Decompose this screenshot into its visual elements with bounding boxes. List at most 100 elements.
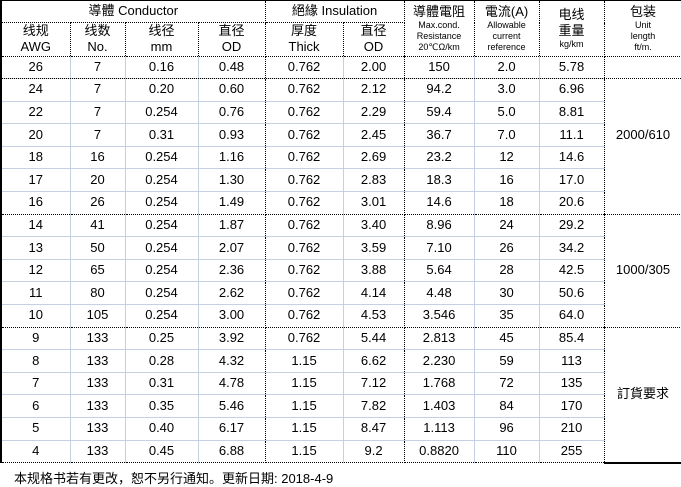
cell-awg: 22 [1,101,71,125]
table-row: 16 26 0.254 1.49 0.762 3.01 14.6 18 20.6 [1,191,681,215]
current-header-en3: reference [487,41,526,52]
cell-current: 7.0 [474,123,540,147]
cell-awg: 4 [1,440,71,464]
cell-weight: 6.96 [539,78,605,102]
package-column-header: 包装 Unit length ft/m. [604,0,681,57]
cell-insulation-od: 3.40 [343,214,405,238]
cell-strands: 20 [70,168,126,193]
cell-resistance: 2.230 [404,349,475,373]
cell-insulation-od: 3.01 [343,191,405,215]
conductor-od-header-zh: 直径 [218,23,245,38]
cell-wire-diameter: 0.254 [125,304,199,328]
cell-conductor-od: 1.49 [198,191,266,215]
cell-current: 30 [474,281,540,306]
cell-weight: 50.6 [539,281,605,306]
cell-weight: 14.6 [539,146,605,170]
current-header-en1: Allowable [487,20,526,31]
cell-conductor-od: 5.46 [198,394,266,418]
table-row: 11 80 0.254 2.62 0.762 4.14 4.48 30 50.6 [1,281,681,306]
cell-awg: 24 [1,78,71,102]
cell-current: 28 [474,259,540,283]
table-row: 9 133 0.25 3.92 0.762 5.44 2.813 45 85.4 訂貨要求 [1,327,681,464]
table-row: 24 7 0.20 0.60 0.762 2.12 94.2 3.0 6.96 [1,78,681,102]
cell-strands: 105 [70,304,126,328]
cell-wire-diameter: 0.254 [125,236,199,260]
cell-wire-diameter: 0.40 [125,417,199,441]
cell-strands: 133 [70,417,126,441]
cell-conductor-od: 1.87 [198,214,266,238]
table-row: 17 20 0.254 1.30 0.762 2.83 18.3 16 17.0 [1,168,681,193]
cell-thickness: 0.762 [265,168,344,193]
cell-wire-diameter: 0.254 [125,101,199,125]
cell-thickness: 1.15 [265,394,344,418]
cell-weight: 20.6 [539,191,605,215]
cell-current: 18 [474,191,540,215]
cell-resistance: 1.403 [404,394,475,418]
strands-header-zh: 线数 [84,23,111,38]
cell-resistance: 0.8820 [404,440,475,464]
cell-weight: 113 [539,349,605,373]
cell-strands: 7 [70,56,126,80]
cell-wire-diameter: 0.16 [125,56,199,80]
table-row: 5 133 0.40 6.17 1.15 8.47 1.113 96 210 [1,417,681,441]
header-row-columns: 线规 AWG 线数 No. 线径 mm 直径 OD 厚度 Thick [1,22,681,57]
cell-conductor-od: 0.93 [198,123,266,147]
cell-wire-diameter: 0.28 [125,349,199,373]
strands-column-header: 线数 No. [70,22,126,57]
group-package-label: 2000/610 [604,56,681,215]
cell-thickness: 0.762 [265,191,344,215]
cell-current: 35 [474,304,540,328]
cell-current: 24 [474,214,540,238]
cell-strands: 26 [70,191,126,215]
table-row: 4 133 0.45 6.88 1.15 9.2 0.8820 110 255 [1,440,681,464]
cell-insulation-od: 2.83 [343,168,405,193]
table-body: 26 7 0.16 0.48 0.762 2.00 150 2.0 5.78 2000/610 24… [1,56,681,464]
cell-strands: 133 [70,327,126,351]
cell-wire-diameter: 0.254 [125,259,199,283]
cell-wire-diameter: 0.45 [125,440,199,464]
package-header-en2: length [630,30,656,41]
cell-resistance: 4.48 [404,281,475,306]
table-row: 7 133 0.31 4.78 1.15 7.12 1.768 72 135 [1,372,681,396]
cell-thickness: 0.762 [265,123,344,147]
cell-wire-diameter: 0.35 [125,394,199,418]
cell-resistance: 7.10 [404,236,475,260]
cell-insulation-od: 2.69 [343,146,405,170]
cell-strands: 41 [70,214,126,238]
cell-thickness: 0.762 [265,101,344,125]
table-row: 18 16 0.254 1.16 0.762 2.69 23.2 12 14.6 [1,146,681,170]
cell-current: 16 [474,168,540,193]
cell-insulation-od: 2.29 [343,101,405,125]
cell-weight: 8.81 [539,101,605,125]
cell-resistance: 94.2 [404,78,475,102]
cell-insulation-od: 4.14 [343,281,405,306]
cell-current: 84 [474,394,540,418]
cell-strands: 50 [70,236,126,260]
cell-thickness: 1.15 [265,440,344,464]
cell-awg: 17 [1,168,71,193]
cell-current: 5.0 [474,101,540,125]
cell-conductor-od: 6.17 [198,417,266,441]
cell-weight: 64.0 [539,304,605,328]
weight-header-zh2: 重量 [558,22,585,38]
cell-awg: 8 [1,349,71,373]
cell-weight: 85.4 [539,327,605,351]
cell-awg: 18 [1,146,71,170]
cell-conductor-od: 3.00 [198,304,266,328]
cell-weight: 135 [539,372,605,396]
table-row: 22 7 0.254 0.76 0.762 2.29 59.4 5.0 8.81 [1,101,681,125]
insulation-od-header-en: OD [363,39,384,55]
cell-insulation-od: 7.12 [343,372,405,396]
cell-wire-diameter: 0.254 [125,146,199,170]
cell-insulation-od: 9.2 [343,440,405,464]
resistance-header-en1: Max.cond. [418,20,460,31]
cell-weight: 255 [539,440,605,464]
cell-current: 96 [474,417,540,441]
cell-wire-diameter: 0.254 [125,214,199,238]
cell-weight: 34.2 [539,236,605,260]
cell-conductor-od: 4.32 [198,349,266,373]
cell-current: 26 [474,236,540,260]
cell-thickness: 0.762 [265,281,344,306]
cell-resistance: 2.813 [404,327,475,351]
current-column-header: 電流(A) Allowable current reference [474,0,540,57]
